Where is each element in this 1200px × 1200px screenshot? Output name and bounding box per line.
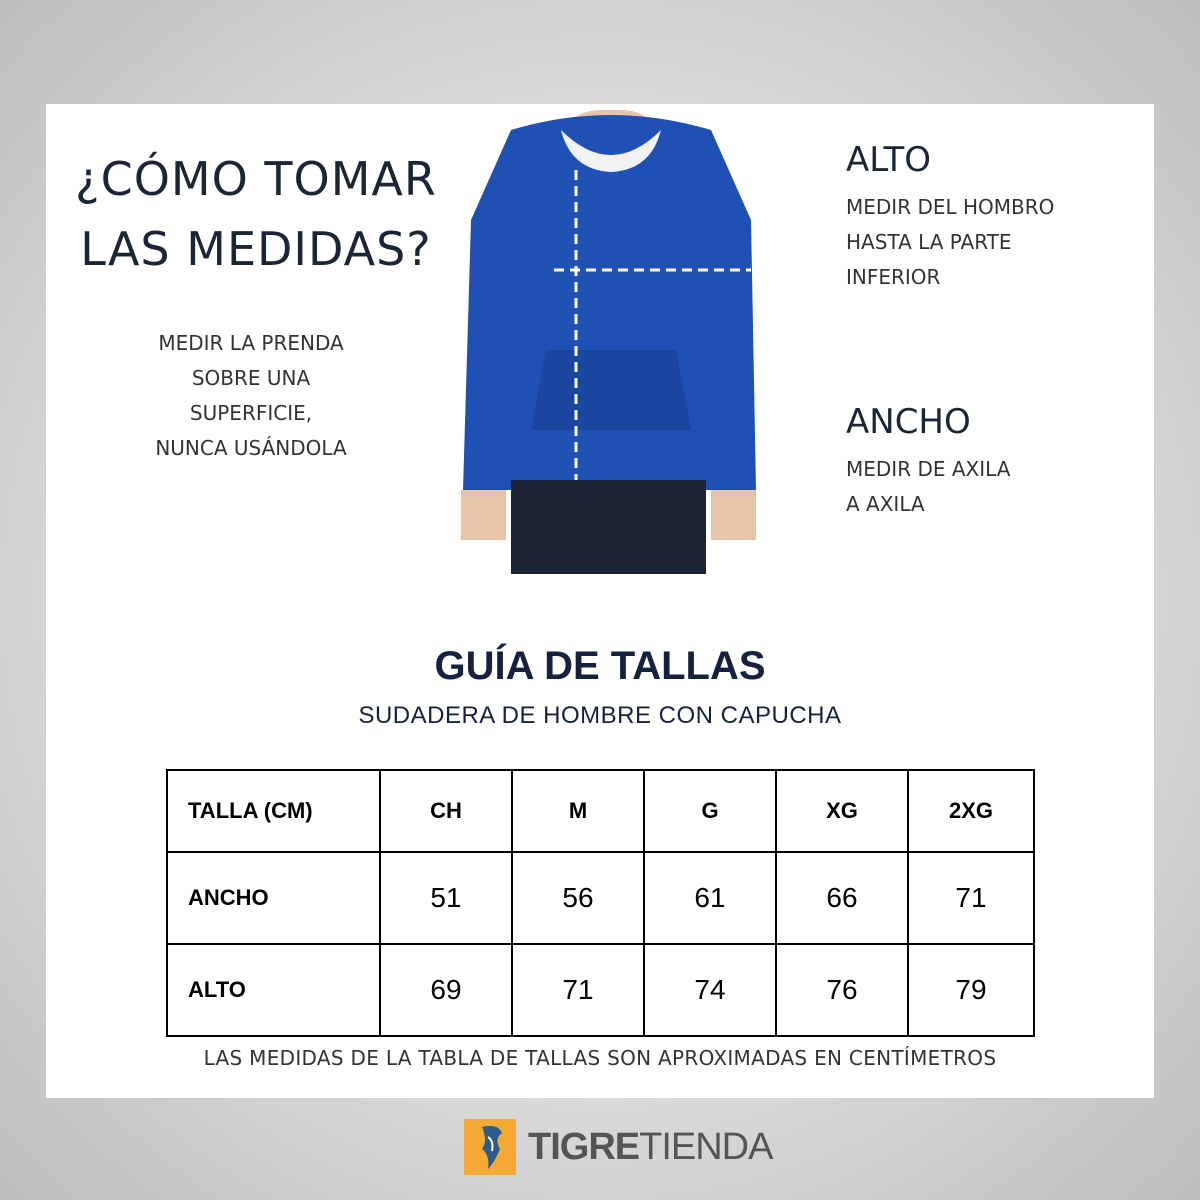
note-line: SUPERFICIE,	[189, 401, 313, 425]
logo-wordmark: TIGRETIENDA	[528, 1125, 773, 1169]
ancho-heading: ANCHO	[846, 402, 971, 442]
table-row: ALTO 69 71 74 76 79	[166, 943, 1035, 1037]
measure-note: MEDIR LA PRENDA SOBRE UNA SUPERFICIE, NU…	[116, 326, 386, 466]
table-cell: 79	[907, 943, 1035, 1037]
how-to-measure-title: ¿CÓMO TOMAR LAS MEDIDAS?	[66, 144, 446, 284]
ancho-description: MEDIR DE AXILA A AXILA	[846, 452, 1010, 522]
alto-line: MEDIR DEL HOMBRO	[846, 195, 1055, 219]
row-label: ANCHO	[166, 851, 381, 945]
header-cell: G	[643, 769, 777, 853]
title-line: LAS MEDIDAS?	[80, 222, 432, 276]
table-cell: 76	[775, 943, 909, 1037]
ancho-line: MEDIR DE AXILA	[846, 457, 1011, 481]
table-cell: 69	[379, 943, 513, 1037]
logo-bold-text: TIGRE	[528, 1125, 640, 1168]
table-footnote: LAS MEDIDAS DE LA TABLA DE TALLAS SON AP…	[203, 1046, 997, 1070]
tiger-logo-icon	[464, 1119, 516, 1175]
table-cell: 71	[511, 943, 645, 1037]
table-cell: 74	[643, 943, 777, 1037]
ancho-line: A AXILA	[846, 492, 925, 516]
table-row: ANCHO 51 56 61 66 71	[166, 851, 1035, 945]
size-table: TALLA (CM) CH M G XG 2XG ANCHO 51 56 61 …	[166, 769, 1035, 1037]
size-guide-subtitle: SUDADERA DE HOMBRE CON CAPUCHA	[358, 702, 842, 729]
alto-description: MEDIR DEL HOMBRO HASTA LA PARTE INFERIOR	[846, 190, 1054, 295]
tigretienda-logo: TIGRETIENDA	[464, 1119, 773, 1175]
table-cell: 51	[379, 851, 513, 945]
header-cell: M	[511, 769, 645, 853]
table-header-row: TALLA (CM) CH M G XG 2XG	[166, 769, 1035, 853]
size-guide-title: GUÍA DE TALLAS	[434, 644, 766, 688]
row-label: ALTO	[166, 943, 381, 1037]
header-cell: CH	[379, 769, 513, 853]
logo-light-text: TIENDA	[639, 1125, 773, 1168]
header-cell: 2XG	[907, 769, 1035, 853]
table-cell: 71	[907, 851, 1035, 945]
note-line: SOBRE UNA	[191, 366, 311, 390]
alto-heading: ALTO	[846, 140, 932, 180]
header-cell: XG	[775, 769, 909, 853]
title-line: ¿CÓMO TOMAR	[75, 152, 437, 206]
alto-line: INFERIOR	[846, 265, 941, 289]
header-cell: TALLA (CM)	[166, 769, 381, 853]
table-cell: 66	[775, 851, 909, 945]
hoodie-image	[461, 110, 756, 574]
table-cell: 61	[643, 851, 777, 945]
alto-line: HASTA LA PARTE	[846, 230, 1012, 254]
note-line: NUNCA USÁNDOLA	[155, 436, 347, 460]
table-cell: 56	[511, 851, 645, 945]
size-guide-card: ¿CÓMO TOMAR LAS MEDIDAS? MEDIR LA PRENDA…	[46, 104, 1154, 1098]
note-line: MEDIR LA PRENDA	[158, 331, 344, 355]
